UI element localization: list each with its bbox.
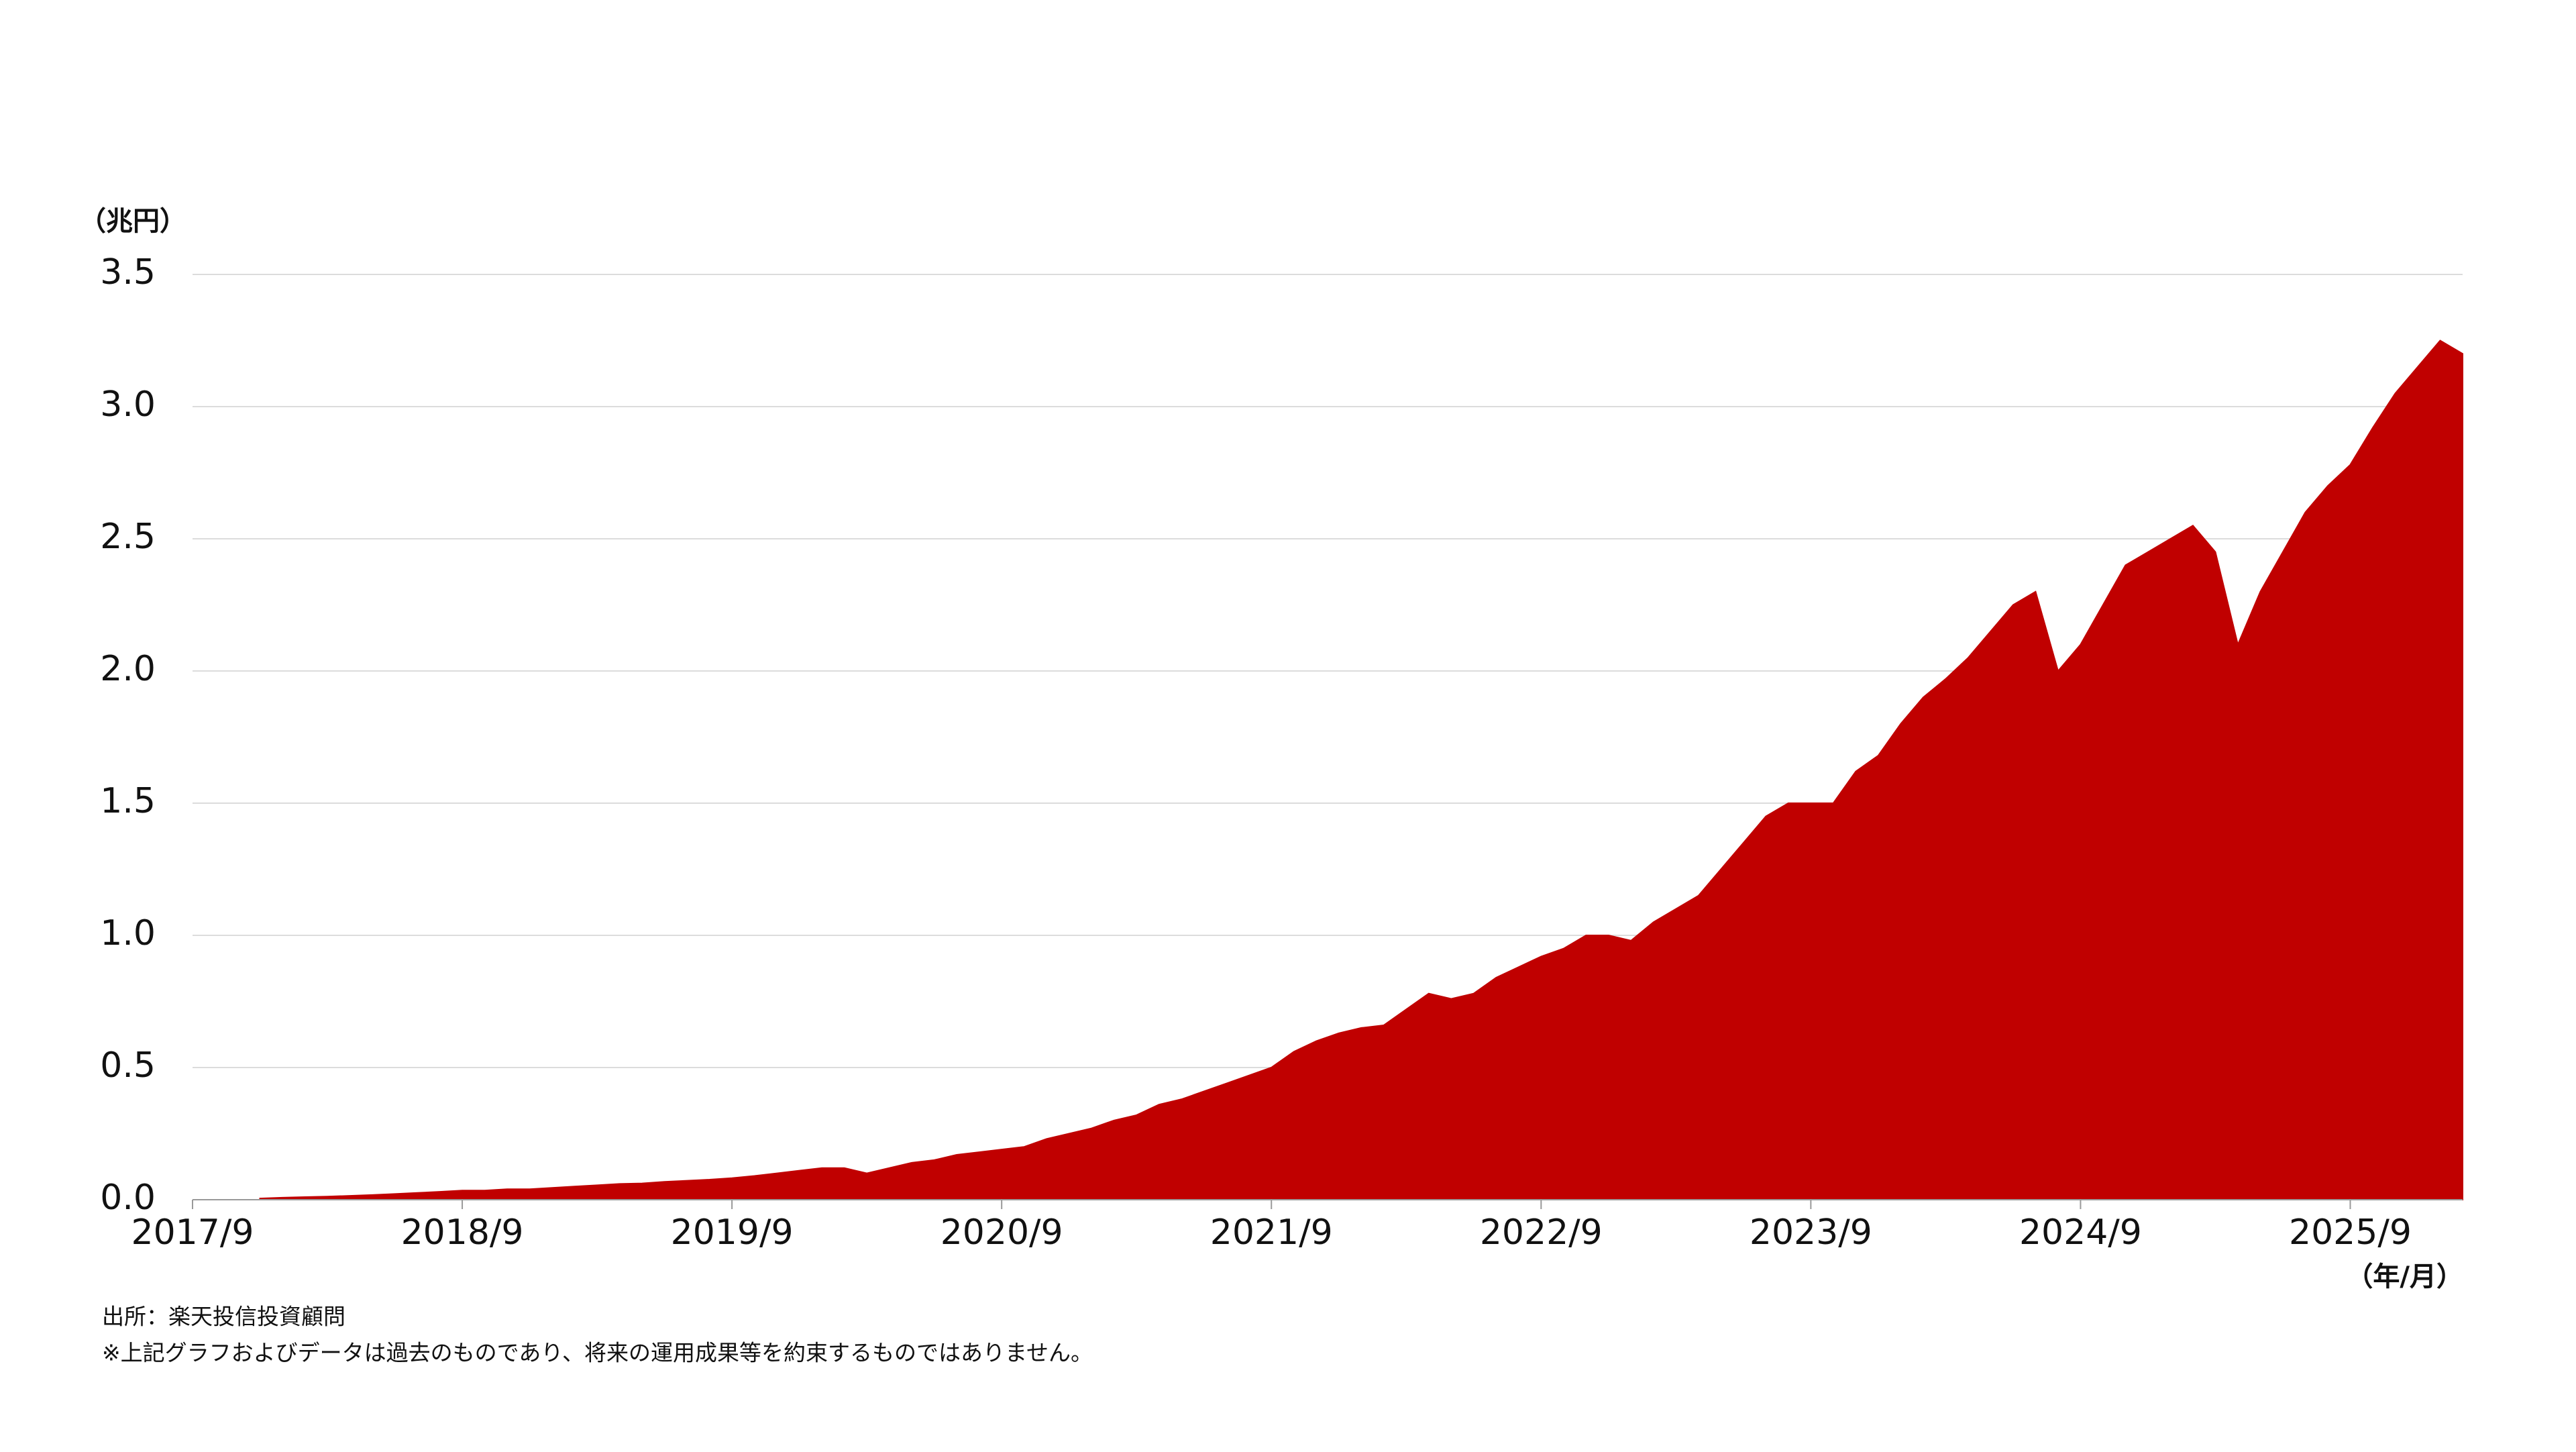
y-tick-label: 1.5 bbox=[100, 781, 156, 821]
y-tick-label: 1.0 bbox=[100, 913, 156, 953]
x-tick-label: 2025/9 bbox=[2289, 1212, 2412, 1253]
y-axis-unit: （兆円） bbox=[79, 206, 186, 237]
x-tick-label: 2023/9 bbox=[1750, 1212, 1872, 1253]
x-axis-unit: （年/月） bbox=[2346, 1261, 2463, 1292]
x-tick-label: 2024/9 bbox=[2019, 1212, 2142, 1253]
area bbox=[259, 340, 2463, 1200]
x-tick-label: 2021/9 bbox=[1210, 1212, 1333, 1253]
y-tick-label: 2.0 bbox=[100, 649, 156, 689]
source: 出所：楽天投信投資顧問 bbox=[102, 1304, 345, 1330]
y-tick-label: 2.5 bbox=[100, 517, 156, 557]
x-tick-label: 2018/9 bbox=[401, 1212, 524, 1253]
note: ※上記グラフおよびデータは過去のものであり、将来の運用成果等を約束するものではあ… bbox=[102, 1340, 1093, 1366]
y-tick-label: 3.0 bbox=[100, 384, 156, 425]
y-tick-label: 3.5 bbox=[100, 252, 156, 293]
y-tick-label: 0.0 bbox=[100, 1178, 156, 1218]
x-tick-label: 2019/9 bbox=[671, 1212, 794, 1253]
x-tick-label: 2022/9 bbox=[1480, 1212, 1603, 1253]
y-tick-label: 0.5 bbox=[100, 1045, 156, 1086]
x-tick-label: 2020/9 bbox=[941, 1212, 1063, 1253]
x-tick-label: 2017/9 bbox=[131, 1212, 254, 1253]
